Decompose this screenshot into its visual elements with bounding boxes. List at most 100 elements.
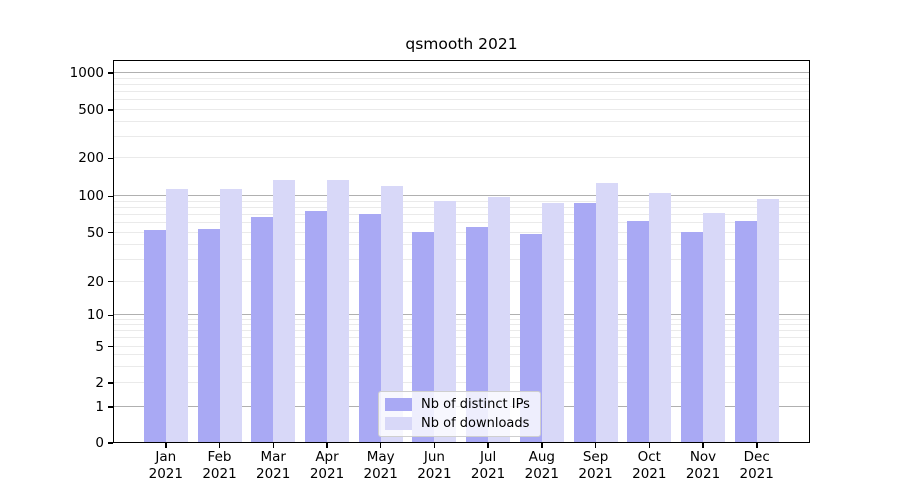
bar-distinct-ips-dec bbox=[734, 221, 757, 443]
bar-distinct-ips-nov bbox=[681, 231, 703, 443]
bar-distinct-ips-apr bbox=[305, 211, 327, 443]
y-gridline-minor-600 bbox=[113, 99, 810, 101]
bar-downloads-jul bbox=[488, 197, 511, 443]
legend-item-distinct-ips: Nb of distinct IPs bbox=[385, 397, 530, 412]
y-tick-mark bbox=[108, 109, 113, 111]
legend-label-distinct-ips: Nb of distinct IPs bbox=[421, 397, 530, 412]
bar-distinct-ips-may bbox=[358, 213, 381, 443]
bar-downloads-dec bbox=[756, 198, 779, 443]
x-tick-mark bbox=[756, 443, 758, 448]
y-gridline-minor-40 bbox=[113, 243, 810, 245]
y-gridline-minor-900 bbox=[113, 77, 810, 79]
y-gridline-minor-200 bbox=[113, 157, 810, 159]
y-gridline-minor-300 bbox=[113, 135, 810, 137]
y-gridline-major-1000 bbox=[113, 72, 810, 73]
bar-downloads-jan bbox=[165, 189, 188, 443]
y-gridline-minor-5 bbox=[113, 345, 810, 347]
y-gridline-minor-400 bbox=[113, 120, 810, 122]
y-gridline-minor-30 bbox=[113, 258, 810, 260]
y-tick-label-5: 5 bbox=[95, 338, 104, 355]
grid-layer bbox=[113, 60, 810, 443]
x-tick-label-jun: Jun 2021 bbox=[417, 449, 452, 482]
bar-downloads-nov bbox=[703, 212, 725, 443]
plot-area: Nb of distinct IPs Nb of downloads bbox=[113, 60, 810, 443]
y-gridline-minor-500 bbox=[113, 109, 810, 110]
x-tick-label-may: May 2021 bbox=[363, 449, 398, 482]
y-gridline-major-10 bbox=[113, 314, 810, 316]
y-tick-label-50: 50 bbox=[86, 224, 104, 241]
y-tick-label-1000: 1000 bbox=[69, 65, 104, 81]
y-gridline-minor-8 bbox=[113, 324, 810, 326]
y-tick-mark bbox=[108, 382, 113, 384]
y-gridline-minor-700 bbox=[113, 91, 810, 92]
y-tick-mark bbox=[108, 345, 113, 348]
y-tick-mark bbox=[108, 195, 113, 198]
y-gridline-minor-50 bbox=[113, 231, 810, 233]
bar-distinct-ips-oct bbox=[627, 220, 650, 443]
x-tick-mark bbox=[433, 443, 436, 448]
x-tick-label-jan: Jan 2021 bbox=[148, 449, 183, 482]
x-tick-label-sep: Sep 2021 bbox=[578, 449, 613, 482]
bar-distinct-ips-sep bbox=[573, 202, 596, 443]
x-tick-mark bbox=[487, 443, 489, 448]
y-gridline-major-100 bbox=[113, 195, 810, 197]
bar-downloads-mar bbox=[273, 179, 296, 443]
bar-distinct-ips-aug bbox=[519, 233, 542, 443]
x-tick-label-jul: Jul 2021 bbox=[470, 449, 506, 482]
y-gridline-minor-6 bbox=[113, 337, 810, 339]
y-tick-label-1: 1 bbox=[95, 398, 104, 415]
y-tick-label-500: 500 bbox=[78, 102, 104, 118]
legend-item-downloads: Nb of downloads bbox=[385, 416, 530, 431]
x-tick-mark bbox=[594, 443, 597, 448]
bar-distinct-ips-jan bbox=[143, 229, 166, 443]
bar-distinct-ips-feb bbox=[197, 228, 220, 443]
x-tick-label-nov: Nov 2021 bbox=[685, 449, 721, 482]
bar-distinct-ips-jul bbox=[466, 226, 489, 443]
legend: Nb of distinct IPs Nb of downloads bbox=[378, 391, 541, 437]
x-tick-label-feb: Feb 2021 bbox=[202, 449, 237, 482]
bar-distinct-ips-mar bbox=[251, 216, 274, 443]
y-tick-mark bbox=[108, 157, 113, 159]
bar-downloads-may bbox=[380, 186, 403, 443]
y-gridline-minor-20 bbox=[113, 280, 810, 282]
x-tick-mark bbox=[541, 443, 543, 448]
y-gridline-minor-60 bbox=[113, 222, 810, 224]
y-gridline-minor-90 bbox=[113, 200, 810, 202]
y-tick-mark bbox=[108, 406, 113, 408]
x-tick-mark bbox=[326, 443, 328, 448]
y-tick-mark bbox=[108, 280, 113, 283]
x-tick-label-oct: Oct 2021 bbox=[632, 449, 667, 482]
bar-downloads-aug bbox=[541, 203, 564, 443]
y-tick-label-20: 20 bbox=[86, 273, 104, 290]
x-tick-label-aug: Aug 2021 bbox=[524, 449, 559, 482]
y-gridline-minor-70 bbox=[113, 214, 810, 215]
y-gridline-minor-7 bbox=[113, 330, 810, 332]
y-gridline-minor-3 bbox=[113, 365, 810, 367]
y-gridline-minor-9 bbox=[113, 319, 810, 320]
bar-downloads-sep bbox=[595, 182, 618, 443]
y-gridline-minor-800 bbox=[113, 83, 810, 85]
legend-swatch-downloads bbox=[385, 417, 412, 430]
bar-downloads-feb bbox=[219, 189, 242, 443]
chart-title: qsmooth 2021 bbox=[405, 35, 518, 53]
y-gridline-minor-2 bbox=[113, 382, 810, 384]
bar-downloads-oct bbox=[649, 193, 672, 443]
x-tick-mark bbox=[648, 443, 650, 448]
y-tick-mark bbox=[108, 72, 113, 74]
y-tick-label-0: 0 bbox=[95, 435, 104, 451]
x-tick-mark bbox=[272, 443, 274, 448]
y-tick-label-100: 100 bbox=[78, 188, 104, 205]
bar-downloads-jun bbox=[434, 201, 457, 443]
x-tick-mark bbox=[218, 443, 221, 448]
y-tick-label-200: 200 bbox=[78, 150, 104, 167]
y-tick-label-2: 2 bbox=[95, 375, 104, 392]
x-tick-mark bbox=[379, 443, 382, 448]
bar-downloads-apr bbox=[327, 179, 349, 443]
y-tick-mark bbox=[108, 442, 113, 444]
y-tick-mark bbox=[108, 314, 113, 317]
x-tick-mark bbox=[702, 443, 704, 448]
y-gridline-minor-80 bbox=[113, 207, 810, 209]
x-tick-label-apr: Apr 2021 bbox=[309, 449, 345, 482]
x-tick-mark bbox=[165, 443, 167, 448]
